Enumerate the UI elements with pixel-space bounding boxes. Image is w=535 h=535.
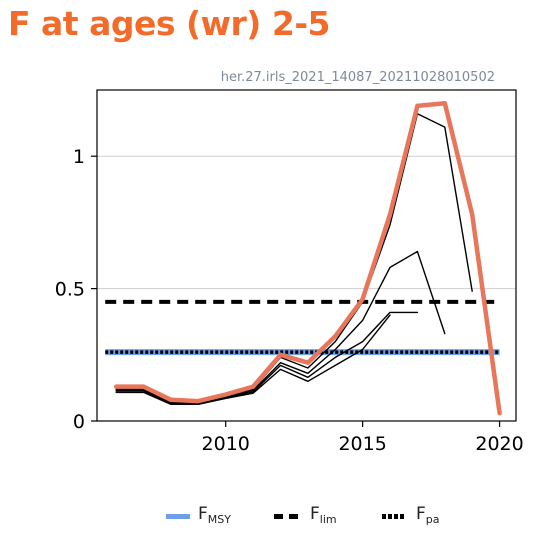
chart-subtitle: her.27.irls_2021_14087_20211028010502 (220, 70, 495, 85)
x-tick-label-2: 2020 (475, 433, 523, 455)
series-line-retro-3 (115, 311, 419, 405)
y-tick-label-0: 0 (73, 411, 85, 433)
legend-label-fmsy: FMSY (198, 504, 231, 526)
y-tick-label-1: 0.5 (55, 279, 85, 301)
axis-layer: 0 0.5 1 2010 2015 2020 (55, 146, 524, 455)
reference-lines (105, 299, 500, 356)
x-tick-label-0: 2010 (202, 433, 250, 455)
series-layer (113, 100, 502, 416)
grid-layer (97, 155, 516, 290)
legend-label-flim: Flim (310, 504, 337, 526)
plot-frame (96, 89, 517, 422)
legend-swatch-fpa (382, 514, 406, 519)
x-tick-label-1: 2015 (338, 433, 386, 455)
series-line-retro-4 (115, 314, 391, 405)
legend-label-fpa: Fpa (416, 504, 440, 526)
series-line-assessment (113, 100, 502, 416)
legend: FMSY Flim Fpa (0, 500, 535, 532)
legend-swatch-fmsy (166, 514, 190, 519)
legend-swatch-flim (274, 514, 298, 519)
series-line-retro-2 (115, 250, 446, 404)
chart-title: F at ages (wr) 2-5 (8, 4, 331, 43)
y-tick-label-2: 1 (73, 146, 85, 168)
